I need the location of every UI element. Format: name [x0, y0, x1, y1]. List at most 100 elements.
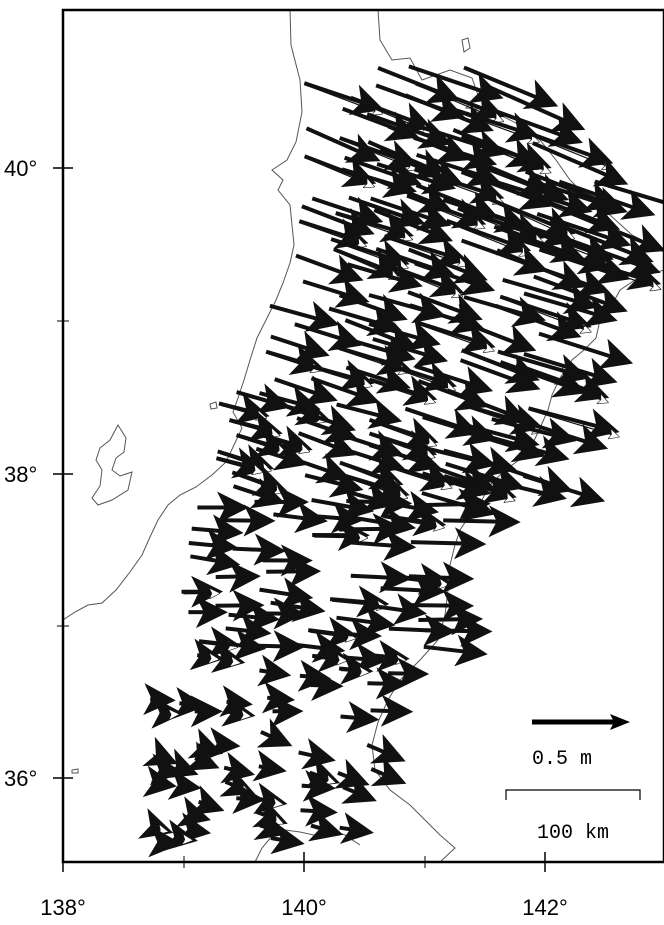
- displacement-arrow: [270, 822, 305, 855]
- displacement-arrow: [305, 126, 381, 163]
- displacement-arrow: [386, 263, 465, 298]
- displacement-arrow: [297, 428, 357, 459]
- displacement-arrow: [305, 501, 364, 534]
- displacement-arrow: [404, 93, 494, 134]
- displacement-arrow: [367, 667, 409, 700]
- displacement-arrow: [373, 208, 454, 245]
- y-tick-label-38: 38°: [4, 462, 37, 487]
- displacement-arrow: [482, 475, 567, 507]
- sado-island: [91, 423, 133, 506]
- displacement-arrow: [256, 718, 293, 748]
- displacement-arrow: [273, 501, 328, 534]
- model-displacement-arrow: [418, 323, 493, 350]
- displacement-arrow: [207, 727, 241, 760]
- tokyo-bay-coastline: [254, 829, 361, 862]
- displacement-arrow: [304, 466, 364, 498]
- displacement-arrow: [558, 179, 656, 220]
- displacement-arrow: [270, 330, 330, 362]
- displacement-arrow: [149, 753, 183, 786]
- displacement-arrow: [502, 277, 598, 314]
- displacement-arrow: [416, 320, 496, 353]
- displacement-arrow: [252, 797, 288, 828]
- displacement-arrow: [408, 561, 475, 594]
- displacement-arrow: [258, 630, 306, 663]
- x-tick-label-138: 138°: [40, 895, 86, 920]
- displacement-arrow: [418, 603, 484, 636]
- model-displacement-arrow: [179, 839, 191, 840]
- displacement-arrow: [190, 543, 241, 576]
- displacement-arrow: [459, 358, 541, 394]
- displacement-arrow: [341, 774, 377, 804]
- displacement-arrow: [142, 765, 177, 798]
- displacement-arrow: [175, 796, 211, 828]
- displacement-arrow: [219, 685, 253, 718]
- displacement-arrow: [406, 193, 487, 229]
- model-displacement-arrow: [231, 421, 278, 435]
- displacement-arrow: [388, 657, 430, 690]
- displacement-arrow: [302, 277, 370, 308]
- model-displacement-arrow: [371, 381, 433, 402]
- displacement-arrow: [366, 734, 406, 764]
- displacement-arrow: [376, 162, 457, 195]
- displacement-arrow: [347, 642, 388, 675]
- small-island: [71, 768, 79, 774]
- displacement-arrow: [232, 782, 266, 814]
- displacement-arrow: [261, 681, 296, 714]
- displacement-arrow: [522, 473, 606, 508]
- displacement-arrow: [370, 694, 414, 727]
- displacement-arrow: [187, 728, 224, 759]
- displacement-arrow: [329, 585, 390, 618]
- displacement-arrow: [232, 533, 287, 566]
- model-displacement-arrow: [227, 713, 249, 716]
- displacement-arrow: [188, 785, 225, 816]
- displacement-arrow: [142, 736, 178, 767]
- displacement-arrow: [231, 465, 288, 496]
- displacement-arrow: [538, 331, 634, 370]
- displacement-arrow: [301, 769, 336, 802]
- displacement-arrow: [295, 253, 364, 285]
- model-displacement-arrow: [314, 537, 366, 538]
- oshika-island: [461, 37, 471, 53]
- displacement-arrow: [183, 741, 220, 771]
- displacement-arrow: [380, 573, 446, 606]
- model-displacement-arrow: [389, 266, 461, 296]
- displacement-arrow: [461, 134, 552, 173]
- model-displacement-arrow: [314, 658, 345, 661]
- model-displacement-arrow: [335, 250, 398, 278]
- displacement-arrow: [310, 669, 344, 702]
- model-displacement-arrow: [309, 366, 370, 386]
- model-displacement-arrow: [220, 660, 239, 663]
- displacement-arrow: [294, 320, 363, 352]
- displacement-arrow: [304, 757, 341, 788]
- displacement-arrow: [346, 262, 423, 293]
- y-tick-label-40: 40°: [4, 156, 37, 181]
- model-displacement-arrow: [341, 671, 367, 673]
- displacement-arrow: [266, 555, 322, 588]
- displacement-arrow: [340, 701, 380, 734]
- displacement-arrow: [308, 810, 344, 842]
- map-frame: [61, 8, 664, 864]
- legend-arrow-head-icon: [610, 714, 630, 730]
- displacement-arrow: [520, 364, 610, 403]
- displacement-arrow: [487, 106, 583, 147]
- displacement-arrow: [176, 812, 212, 844]
- displacement-arrow: [297, 659, 332, 692]
- displacement-arrow: [349, 529, 417, 561]
- displacement-arrow: [414, 261, 496, 296]
- displacement-vectors: [137, 64, 664, 858]
- displacement-arrow: [414, 488, 491, 521]
- displacement-arrow: [446, 388, 529, 426]
- displacement-arrow: [220, 752, 256, 784]
- displacement-arrow: [336, 397, 403, 429]
- distance-scale-label: 100 km: [537, 822, 609, 845]
- displacement-arrow: [345, 363, 411, 394]
- model-displacement-arrow: [301, 222, 364, 246]
- displacement-arrow: [300, 794, 338, 827]
- displacement-arrow: [232, 477, 286, 509]
- displacement-arrow: [463, 65, 559, 109]
- displacement-arrow: [333, 247, 402, 280]
- displacement-arrow: [252, 749, 287, 782]
- displacement-arrow: [338, 513, 405, 546]
- displacement-arrow: [387, 460, 455, 492]
- displacement-arrow: [368, 375, 438, 406]
